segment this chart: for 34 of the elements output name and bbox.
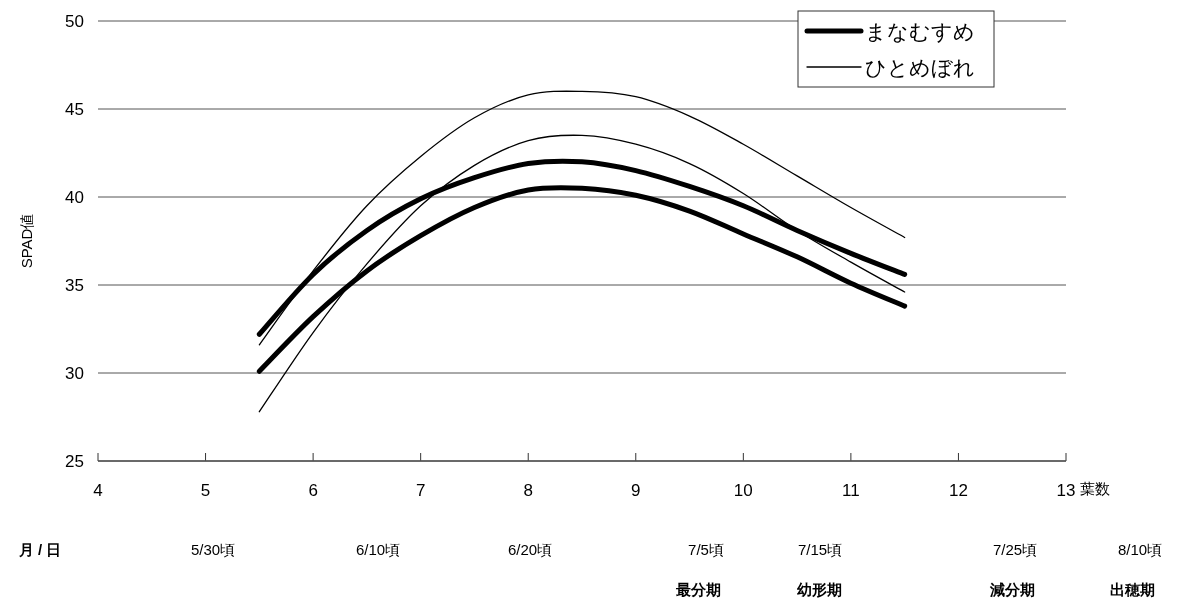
x-tick-label: 9 [631, 481, 641, 500]
x-tick-label: 4 [93, 481, 103, 500]
text: 出穂期 [1109, 581, 1155, 598]
line-series [258, 90, 906, 346]
text: 6/10頃 [355, 541, 401, 558]
x-tick-label: 6 [308, 481, 318, 500]
text: 7/15頃 [797, 541, 843, 558]
x-tick-label: 10 [733, 481, 753, 500]
x-tick-label: 11 [842, 481, 860, 500]
legend-label: まなむすめ [865, 20, 975, 43]
legend-label: ひとめぼれ [865, 56, 975, 79]
x-tick-label: 13 [1056, 481, 1076, 500]
line-series [258, 134, 906, 413]
y-tick-label: 50 [65, 12, 84, 31]
text: 7/5頃 [688, 541, 724, 558]
text: 6/20頃 [507, 541, 553, 558]
text: 月 / 日 [17, 541, 62, 558]
text: 7/25頃 [992, 541, 1038, 558]
text: 最分期 [674, 581, 721, 598]
y-tick-label: 45 [65, 100, 84, 119]
text: 幼形期 [796, 581, 842, 598]
x-tick-label: 7 [415, 481, 426, 500]
text: 8/10頃 [1117, 541, 1163, 558]
y-axis-title: SPAD値 [18, 213, 35, 269]
y-tick-label: 40 [65, 188, 84, 207]
y-tick-label: 25 [65, 452, 84, 471]
text: 減分期 [988, 581, 1035, 598]
text: 5/30頃 [190, 541, 236, 558]
x-tick-label: 8 [523, 481, 533, 500]
x-tick-label: 12 [948, 481, 968, 500]
x-axis-title: 葉数 [1080, 480, 1110, 497]
y-tick-label: 30 [65, 364, 84, 383]
y-tick-label: 35 [65, 276, 84, 295]
x-tick-label: 5 [200, 481, 211, 500]
